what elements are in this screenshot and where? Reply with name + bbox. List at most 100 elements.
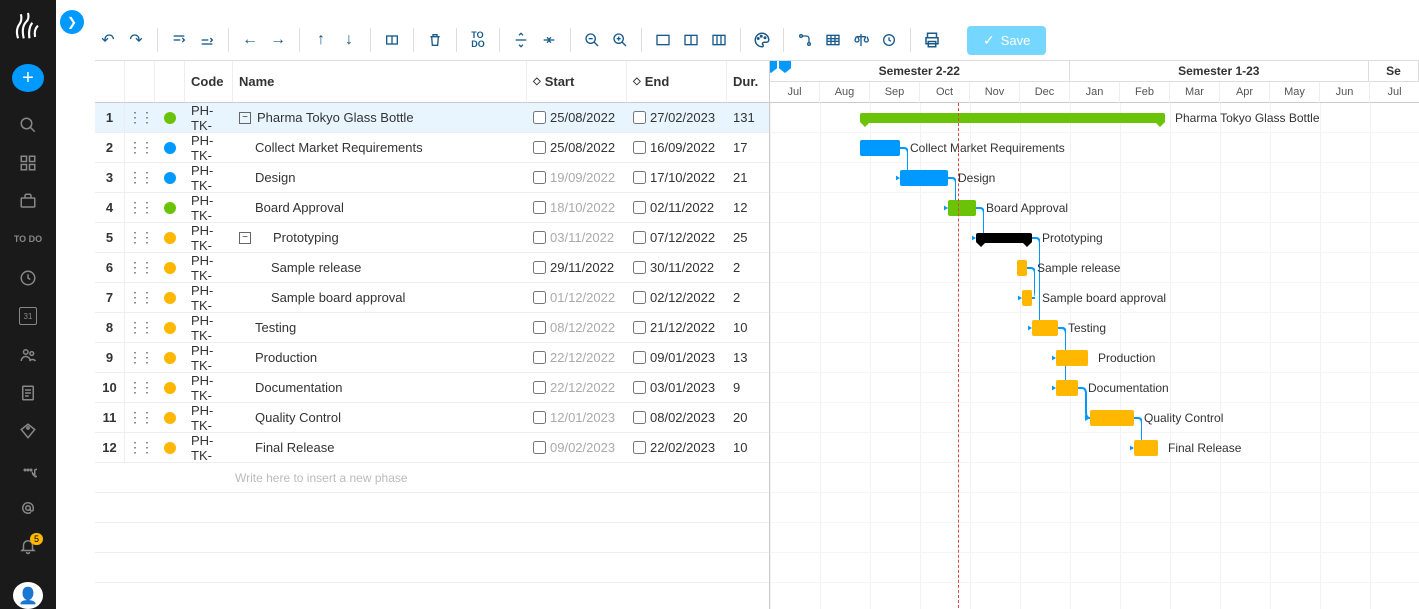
end-milestone-checkbox[interactable]: [633, 411, 646, 424]
drag-handle[interactable]: ⋮⋮: [125, 313, 155, 342]
gantt-bar[interactable]: Design: [900, 170, 948, 186]
balance-icon[interactable]: [848, 27, 874, 53]
start-cell[interactable]: 22/12/2022: [527, 373, 627, 402]
redo-button[interactable]: ↷: [123, 27, 149, 53]
gantt-bar[interactable]: Prototyping: [976, 233, 1032, 243]
gantt-bar[interactable]: Sample release: [1017, 260, 1027, 276]
table-row[interactable]: 2⋮⋮PH-TK-Collect Market Requirements25/0…: [95, 133, 769, 163]
gantt-body[interactable]: Pharma Tokyo Glass Bottle Collect Market …: [770, 103, 1419, 609]
start-cell[interactable]: 01/12/2022: [527, 283, 627, 312]
end-milestone-checkbox[interactable]: [633, 171, 646, 184]
end-milestone-checkbox[interactable]: [633, 141, 646, 154]
todo-toolbar-icon[interactable]: TODO: [465, 27, 491, 53]
end-cell[interactable]: 08/02/2023: [627, 403, 727, 432]
expand-all-button[interactable]: [508, 27, 534, 53]
drag-handle[interactable]: ⋮⋮: [125, 133, 155, 162]
start-milestone-checkbox[interactable]: [533, 381, 546, 394]
gantt-bar[interactable]: Testing: [1032, 320, 1058, 336]
start-milestone-checkbox[interactable]: [533, 351, 546, 364]
shrink-button[interactable]: [379, 27, 405, 53]
status-dot[interactable]: [155, 223, 185, 252]
end-cell[interactable]: 02/11/2022: [627, 193, 727, 222]
table-row[interactable]: 10⋮⋮PH-TK-Documentation22/12/202203/01/2…: [95, 373, 769, 403]
status-dot[interactable]: [155, 283, 185, 312]
end-milestone-checkbox[interactable]: [633, 261, 646, 274]
gantt-bar[interactable]: Final Release: [1134, 440, 1158, 456]
insert-above-button[interactable]: [166, 27, 192, 53]
gantt-bar[interactable]: Production: [1056, 350, 1088, 366]
duration-cell[interactable]: 9: [727, 373, 769, 402]
palette-icon[interactable]: [749, 27, 775, 53]
start-cell[interactable]: 25/08/2022: [527, 103, 627, 132]
expander-icon[interactable]: −: [239, 232, 251, 244]
clock-icon[interactable]: [12, 264, 44, 292]
save-button[interactable]: ✓Save: [967, 26, 1046, 55]
collapse-all-button[interactable]: [536, 27, 562, 53]
end-milestone-checkbox[interactable]: [633, 111, 646, 124]
drag-handle[interactable]: ⋮⋮: [125, 163, 155, 192]
end-milestone-checkbox[interactable]: [633, 351, 646, 364]
start-cell[interactable]: 22/12/2022: [527, 343, 627, 372]
outdent-button[interactable]: ←: [237, 27, 263, 53]
start-cell[interactable]: 19/09/2022: [527, 163, 627, 192]
duration-cell[interactable]: 20: [727, 403, 769, 432]
status-dot[interactable]: [155, 103, 185, 132]
table-row[interactable]: 3⋮⋮PH-TK-Design19/09/202217/10/202221: [95, 163, 769, 193]
start-cell[interactable]: 09/02/2023: [527, 433, 627, 462]
start-cell[interactable]: 25/08/2022: [527, 133, 627, 162]
start-cell[interactable]: 29/11/2022: [527, 253, 627, 282]
table-row[interactable]: 9⋮⋮PH-TK-Production22/12/202209/01/20231…: [95, 343, 769, 373]
gantt-bar[interactable]: Collect Market Requirements: [860, 140, 900, 156]
start-milestone-checkbox[interactable]: [533, 261, 546, 274]
layout-2-button[interactable]: [678, 27, 704, 53]
end-cell[interactable]: 17/10/2022: [627, 163, 727, 192]
start-milestone-checkbox[interactable]: [533, 321, 546, 334]
duration-cell[interactable]: 21: [727, 163, 769, 192]
col-start[interactable]: ◇Start: [527, 61, 627, 102]
dependency-icon[interactable]: [792, 27, 818, 53]
start-milestone-checkbox[interactable]: [533, 201, 546, 214]
end-milestone-checkbox[interactable]: [633, 441, 646, 454]
drag-handle[interactable]: ⋮⋮: [125, 373, 155, 402]
zoom-out-button[interactable]: [579, 27, 605, 53]
status-dot[interactable]: [155, 133, 185, 162]
start-milestone-checkbox[interactable]: [533, 231, 546, 244]
calendar-icon[interactable]: 31: [12, 302, 44, 330]
chat-icon[interactable]: [12, 455, 44, 483]
status-dot[interactable]: [155, 193, 185, 222]
gantt-bar[interactable]: Sample board approval: [1022, 290, 1032, 306]
tag-icon[interactable]: [12, 417, 44, 445]
todo-icon[interactable]: TO DO: [12, 225, 44, 253]
end-milestone-checkbox[interactable]: [633, 231, 646, 244]
status-dot[interactable]: [155, 373, 185, 402]
status-dot[interactable]: [155, 343, 185, 372]
gantt-bar[interactable]: Documentation: [1056, 380, 1078, 396]
briefcase-icon[interactable]: [12, 187, 44, 215]
col-name[interactable]: Name: [233, 61, 527, 102]
table-row[interactable]: 8⋮⋮PH-TK-Testing08/12/202221/12/202210: [95, 313, 769, 343]
team-icon[interactable]: [12, 340, 44, 368]
col-code[interactable]: Code: [185, 61, 233, 102]
new-row-placeholder[interactable]: Write here to insert a new phase: [95, 463, 769, 493]
table-icon[interactable]: [820, 27, 846, 53]
status-dot[interactable]: [155, 403, 185, 432]
start-cell[interactable]: 18/10/2022: [527, 193, 627, 222]
search-icon[interactable]: [12, 110, 44, 138]
undo-button[interactable]: ↶: [95, 27, 121, 53]
duration-cell[interactable]: 12: [727, 193, 769, 222]
start-cell[interactable]: 08/12/2022: [527, 313, 627, 342]
status-dot[interactable]: [155, 253, 185, 282]
drag-handle[interactable]: ⋮⋮: [125, 403, 155, 432]
table-row[interactable]: 5⋮⋮PH-TK-−Prototyping03/11/202207/12/202…: [95, 223, 769, 253]
end-cell[interactable]: 09/01/2023: [627, 343, 727, 372]
gantt-bar[interactable]: Board Approval: [948, 200, 976, 216]
duration-cell[interactable]: 131: [727, 103, 769, 132]
gantt-bar[interactable]: Pharma Tokyo Glass Bottle: [860, 113, 1165, 123]
layout-3-button[interactable]: [706, 27, 732, 53]
drag-handle[interactable]: ⋮⋮: [125, 433, 155, 462]
col-dur[interactable]: Dur.: [727, 61, 769, 102]
end-cell[interactable]: 30/11/2022: [627, 253, 727, 282]
status-dot[interactable]: [155, 163, 185, 192]
insert-below-button[interactable]: [194, 27, 220, 53]
drag-handle[interactable]: ⋮⋮: [125, 343, 155, 372]
